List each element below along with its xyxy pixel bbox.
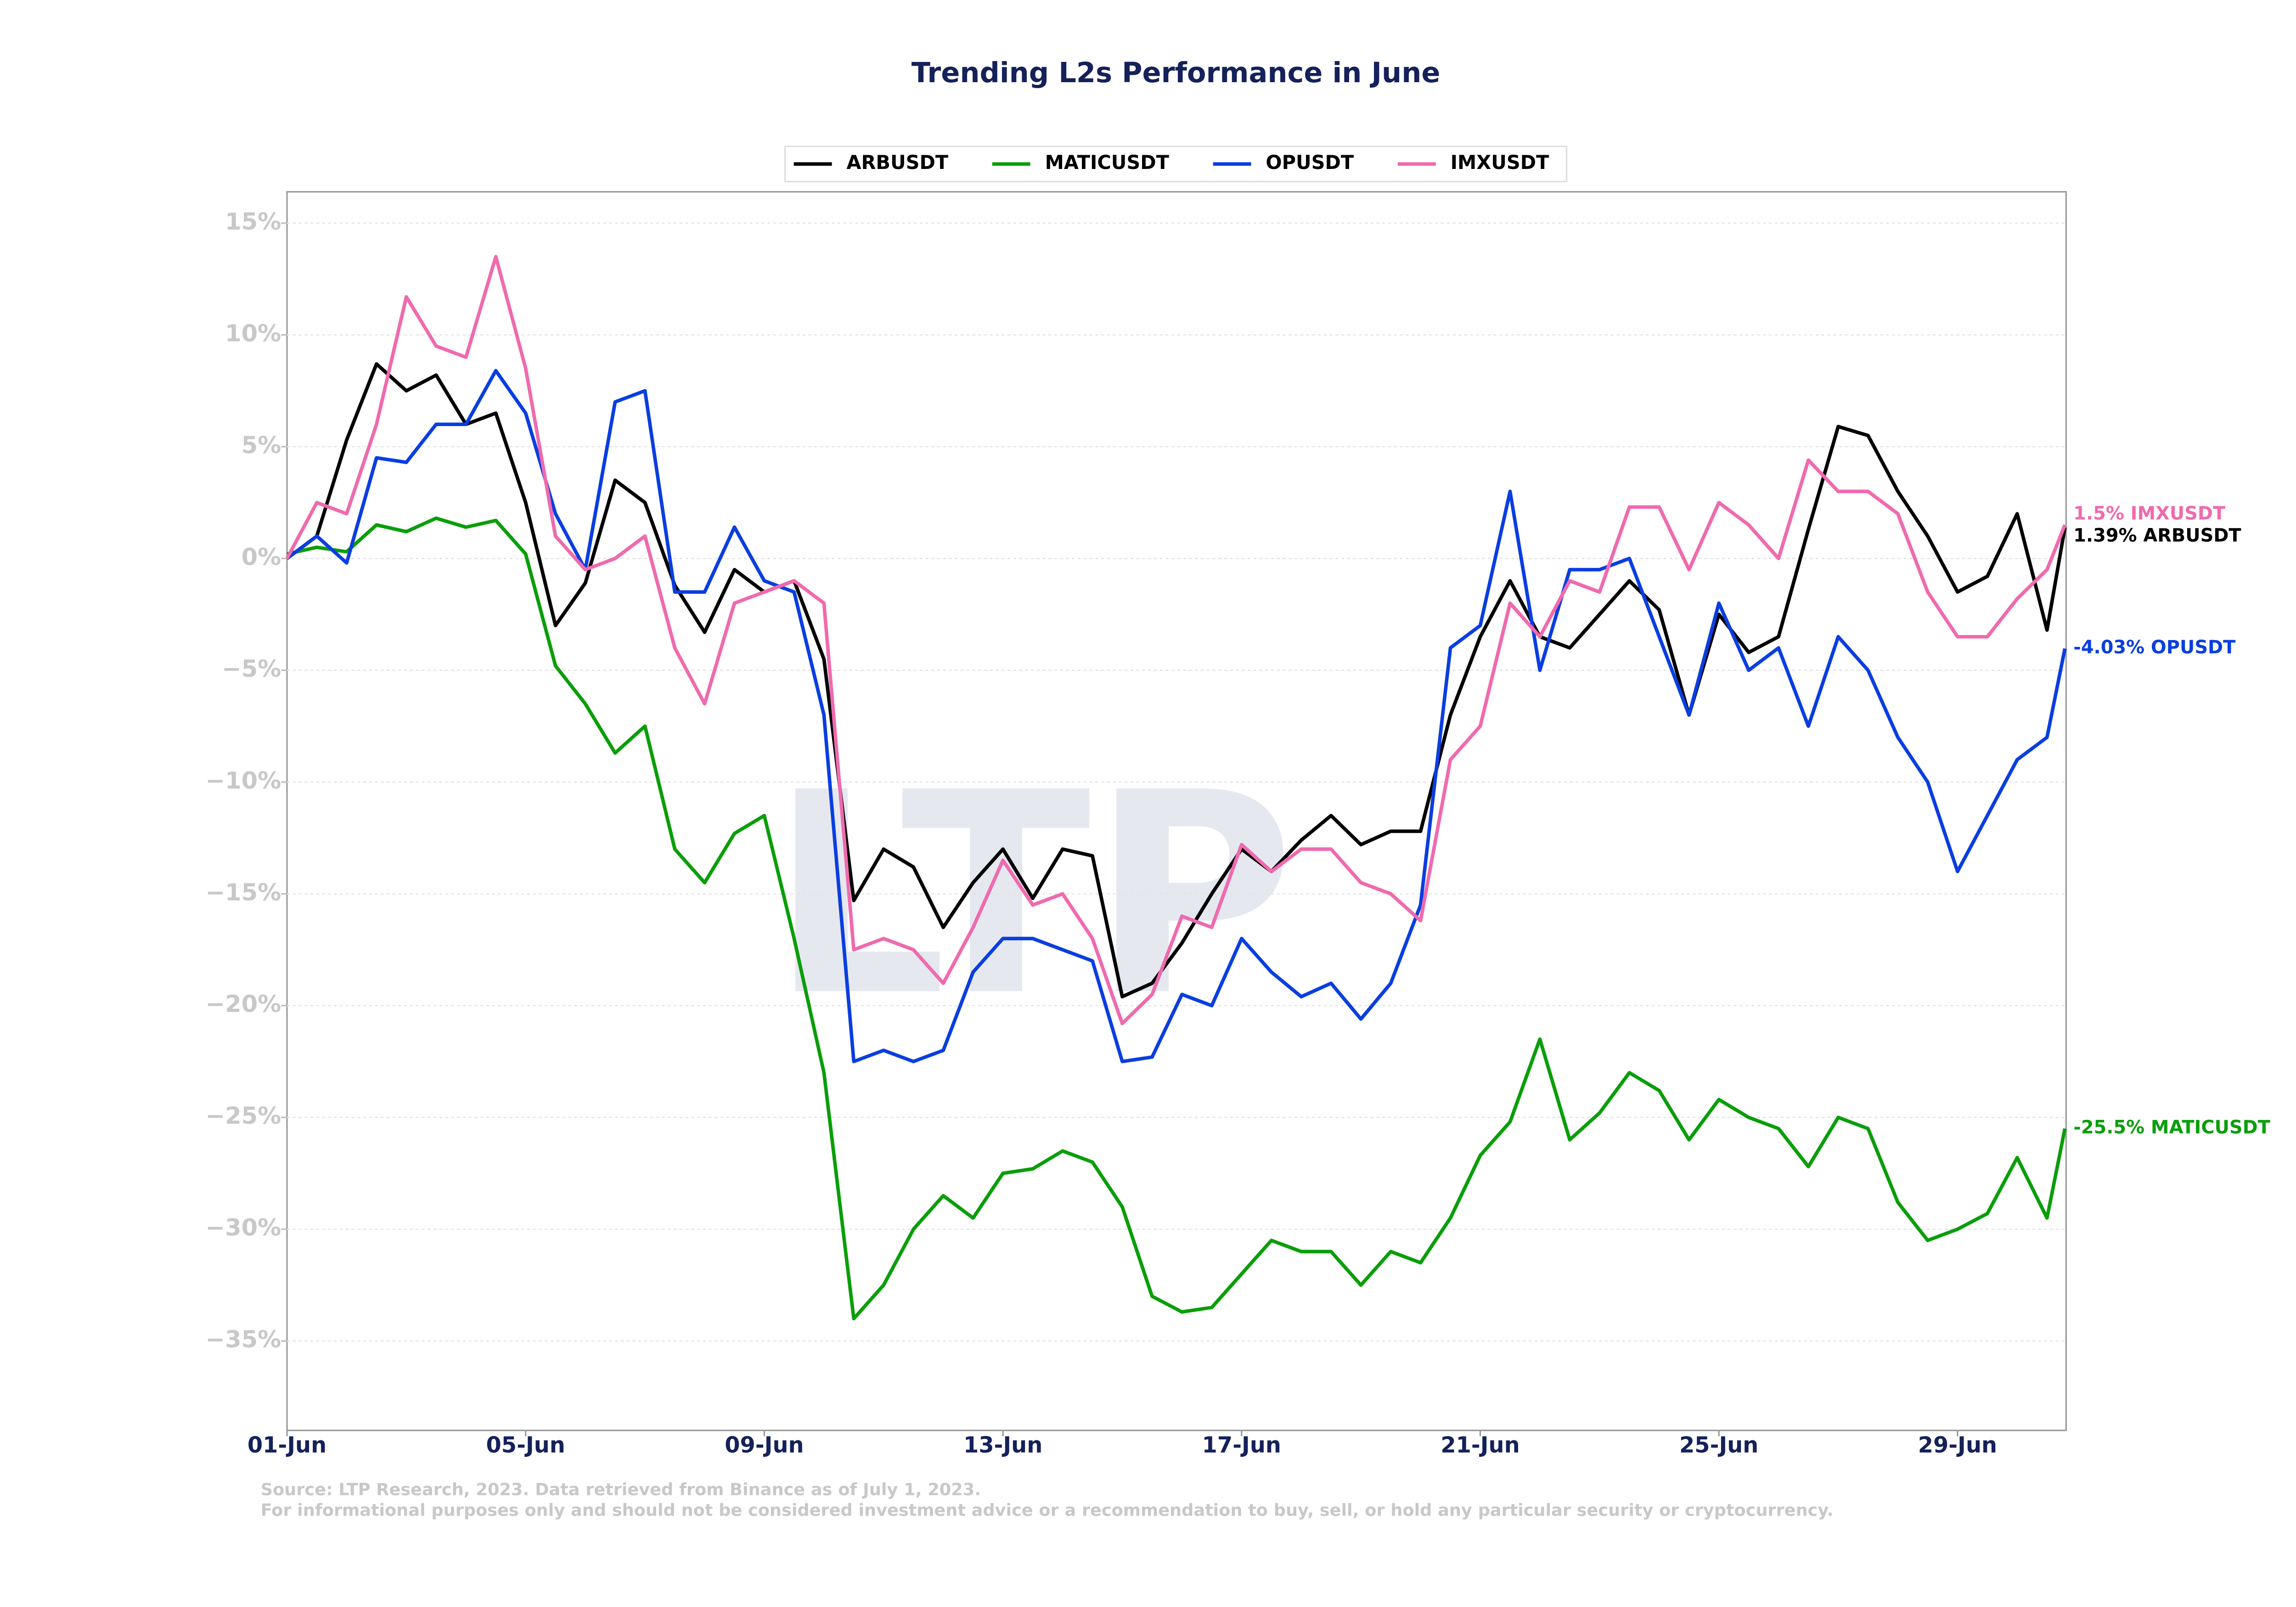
y-tick-label: −35% bbox=[205, 1326, 281, 1354]
legend-label: IMXUSDT bbox=[1451, 152, 1549, 174]
y-tick-label: 15% bbox=[225, 208, 281, 236]
y-tick-label: −10% bbox=[205, 767, 281, 794]
plot-frame bbox=[286, 191, 2067, 1432]
end-label: 1.5% IMXUSDT bbox=[2073, 503, 2225, 524]
y-tick-label: −20% bbox=[205, 991, 281, 1018]
disclaimer-note: For informational purposes only and shou… bbox=[261, 1500, 1834, 1520]
x-tick-label: 05-Jun bbox=[486, 1433, 565, 1458]
y-tick-label: −25% bbox=[205, 1103, 281, 1130]
series-line bbox=[286, 362, 2067, 999]
y-tick-label: 0% bbox=[242, 544, 281, 571]
y-tick-label: −15% bbox=[205, 879, 281, 906]
x-tick-label: 13-Jun bbox=[963, 1433, 1042, 1458]
series-line bbox=[285, 255, 2067, 1026]
chart-title: Trending L2s Performance in June bbox=[912, 57, 1441, 89]
x-tick-label: 01-Jun bbox=[248, 1433, 326, 1458]
x-tick-label: 17-Jun bbox=[1202, 1433, 1281, 1458]
end-label: 1.39% ARBUSDT bbox=[2073, 525, 2241, 546]
legend-label: OPUSDT bbox=[1266, 152, 1354, 174]
legend-label: ARBUSDT bbox=[846, 152, 948, 174]
y-tick-label: 5% bbox=[242, 432, 281, 459]
legend-label: MATICUSDT bbox=[1045, 152, 1170, 174]
x-tick-label: 29-Jun bbox=[1918, 1433, 1997, 1458]
end-label: -25.5% MATICUSDT bbox=[2073, 1117, 2270, 1138]
legend: ARBUSDT MATICUSDT OPUSDT IMXUSDT bbox=[784, 146, 1568, 183]
series-line bbox=[287, 516, 2067, 1320]
y-tick-label: −30% bbox=[205, 1214, 281, 1242]
end-label: -4.03% OPUSDT bbox=[2073, 637, 2235, 658]
x-tick-label: 25-Jun bbox=[1679, 1433, 1758, 1458]
y-tick-label: −5% bbox=[222, 656, 281, 683]
source-note: Source: LTP Research, 2023. Data retriev… bbox=[261, 1480, 981, 1500]
x-tick-label: 09-Jun bbox=[725, 1433, 804, 1458]
legend-box bbox=[784, 146, 1568, 183]
y-tick-label: 10% bbox=[225, 320, 281, 347]
x-tick-label: 21-Jun bbox=[1441, 1433, 1519, 1458]
